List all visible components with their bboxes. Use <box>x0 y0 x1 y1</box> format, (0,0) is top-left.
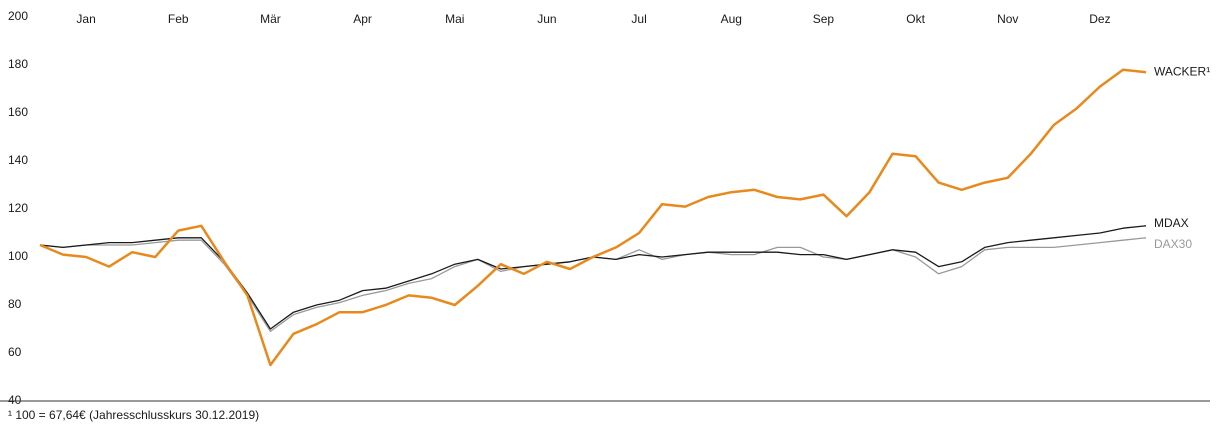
series-label: MDAX <box>1154 216 1189 230</box>
month-label: Dez <box>1089 12 1110 26</box>
month-label: Nov <box>997 12 1018 26</box>
month-label: Jun <box>537 12 556 26</box>
month-label: Feb <box>168 12 189 26</box>
line-series <box>39 68 1147 367</box>
series-label: WACKER¹ <box>1154 64 1210 78</box>
series-label: DAX30 <box>1154 237 1192 251</box>
month-label: Sep <box>813 12 835 26</box>
y-tick-label: 120 <box>8 201 28 215</box>
y-tick-label: 160 <box>8 105 28 119</box>
month-label: Mai <box>445 12 464 26</box>
y-tick-label: 200 <box>8 9 28 23</box>
month-label: Jul <box>631 12 646 26</box>
y-tick-label: 80 <box>8 297 22 311</box>
month-label: Aug <box>721 12 742 26</box>
y-tick-label: 60 <box>8 345 22 359</box>
month-label: Apr <box>353 12 372 26</box>
y-tick-label: 180 <box>8 57 28 71</box>
y-tick-label: 40 <box>8 393 22 407</box>
month-label: Okt <box>906 12 925 26</box>
y-tick-label: 140 <box>8 153 28 167</box>
month-label: Mär <box>260 12 281 26</box>
footnote: ¹ 100 = 67,64€ (Jahresschlusskurs 30.12.… <box>8 408 259 422</box>
line-series <box>39 225 1147 330</box>
y-tick-label: 100 <box>8 249 28 263</box>
line-series <box>39 237 1147 333</box>
month-label: Jan <box>76 12 95 26</box>
